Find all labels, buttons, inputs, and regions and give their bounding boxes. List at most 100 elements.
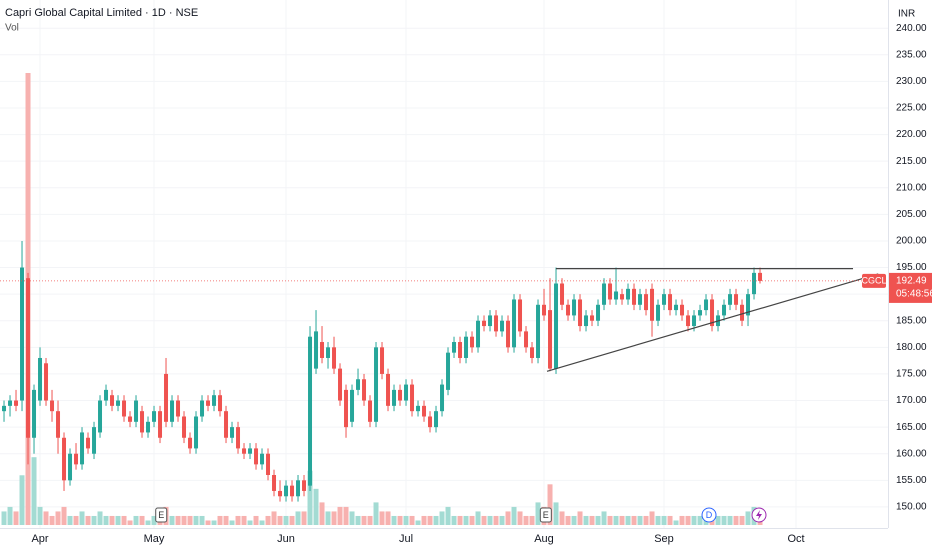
volume-bar <box>79 511 85 525</box>
volume-bar <box>361 515 367 525</box>
volume-bar <box>469 515 475 525</box>
candle-body <box>332 347 337 369</box>
candle-body <box>2 405 7 412</box>
candle-body <box>200 400 205 417</box>
candle-body <box>104 389 109 401</box>
volume-bar <box>241 515 247 525</box>
volume-bar <box>355 515 361 525</box>
y-tick-label: 240.00 <box>896 23 927 34</box>
candle-body <box>212 395 217 406</box>
candle-body <box>440 384 445 412</box>
volume-bar <box>655 515 661 525</box>
y-tick-label: 205.00 <box>896 209 927 220</box>
volume-bar <box>451 515 457 525</box>
volume-bar <box>661 515 667 525</box>
volume-bar <box>385 511 391 525</box>
volume-bar <box>475 511 481 525</box>
volume-bar <box>493 515 499 525</box>
volume-bar <box>439 511 445 525</box>
volume-bar <box>547 484 553 525</box>
volume-bar <box>319 502 325 525</box>
candle-body <box>422 405 427 417</box>
candle-body <box>638 294 643 305</box>
volume-bar <box>529 515 535 525</box>
candle-body <box>116 400 121 406</box>
volume-bar <box>109 515 115 525</box>
volume-bar <box>553 502 559 525</box>
y-tick-label: 220.00 <box>896 129 927 140</box>
volume-bar <box>457 515 463 525</box>
y-tick-label: 150.00 <box>896 502 927 513</box>
volume-bar <box>127 520 133 525</box>
candle-body <box>50 400 55 412</box>
candle-body <box>644 294 649 311</box>
event-marker <box>155 507 168 523</box>
volume-bar <box>733 515 739 525</box>
volume-bar <box>229 520 235 525</box>
volume-bar <box>409 515 415 525</box>
volume-bar <box>571 515 577 525</box>
volume-bar <box>259 520 265 525</box>
volume-bar <box>445 506 451 525</box>
volume-bar <box>643 515 649 525</box>
candle-body <box>458 342 463 358</box>
candle-body <box>500 320 505 332</box>
candle-body <box>362 379 367 401</box>
volume-bar <box>1 511 7 525</box>
candle-body <box>416 405 421 412</box>
candle-body <box>548 310 553 369</box>
y-tick-label: 180.00 <box>896 342 927 353</box>
candle-body <box>752 272 757 295</box>
y-tick-label: 215.00 <box>896 156 927 167</box>
trendlines <box>546 268 879 372</box>
volume-bar <box>43 511 49 525</box>
candle-body <box>512 299 517 348</box>
candle-body <box>284 485 289 497</box>
candle-body <box>704 299 709 311</box>
volume-bar <box>19 475 25 525</box>
volume-bar <box>379 511 385 525</box>
candle-body <box>8 400 13 406</box>
candle-body <box>236 427 241 449</box>
volume-bar <box>517 511 523 525</box>
volume-bar <box>613 515 619 525</box>
volume-bar <box>373 502 379 525</box>
volume-bar <box>13 511 19 525</box>
volume-bar <box>73 515 79 525</box>
candle-body <box>464 336 469 358</box>
volume-bar <box>313 488 319 525</box>
candle-body <box>446 352 451 390</box>
volume-bar <box>679 515 685 525</box>
volume-bar <box>115 515 121 525</box>
candle-body <box>650 288 655 321</box>
candle-body <box>266 453 271 475</box>
candle-body <box>314 331 319 369</box>
volume-bar <box>235 515 241 525</box>
candle-body <box>338 368 343 401</box>
event-label: D <box>706 510 713 520</box>
candle-body <box>326 347 331 358</box>
x-tick-label: May <box>144 533 165 545</box>
candle-body <box>608 283 613 300</box>
volume-bar <box>331 511 337 525</box>
candle-body <box>746 294 751 316</box>
y-tick-label: 195.00 <box>896 262 927 273</box>
volume-bar <box>565 515 571 525</box>
y-tick-label: 235.00 <box>896 49 927 60</box>
candle-body <box>290 485 295 497</box>
volume-bar <box>697 515 703 525</box>
axis: 150.00 155.00 160.00 165.00 170.00 175.00 180.… <box>0 23 932 545</box>
volume-bar <box>223 515 229 525</box>
candle-body <box>248 448 253 454</box>
candle-body <box>374 347 379 422</box>
candle-body <box>710 299 715 327</box>
volume-bar <box>607 515 613 525</box>
candle-body <box>302 480 307 491</box>
volume-bar <box>715 515 721 525</box>
y-tick-label: 155.00 <box>896 475 927 486</box>
volume-bar <box>343 506 349 525</box>
candle-body <box>224 411 229 438</box>
volume-bar <box>523 515 529 525</box>
candle-body <box>74 453 79 465</box>
